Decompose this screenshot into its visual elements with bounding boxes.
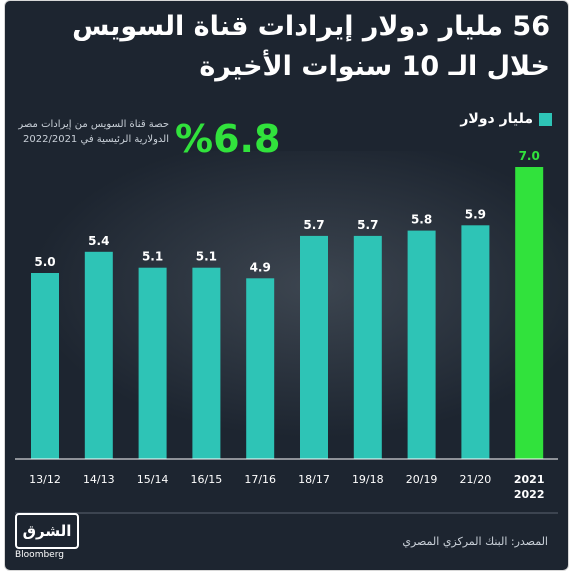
- value-label-0: 5.0: [34, 255, 55, 269]
- legend: مليار دولار: [460, 111, 552, 127]
- bar-4: [246, 278, 275, 459]
- x-tick-label-1: 14/13: [83, 473, 115, 486]
- bar-chart: 5.0 13/12 5.4 14/13 5.1 15/14 5.1 16/15 4.9 17/16…: [15, 149, 558, 514]
- x-tick-label-0: 13/12: [29, 473, 61, 486]
- value-label-1: 5.4: [88, 234, 109, 248]
- x-tick-label-5: 18/17: [298, 473, 330, 486]
- x-tick-label-9: 2022: [514, 488, 545, 501]
- x-tick-label-3: 16/15: [191, 473, 223, 486]
- bar-7: [407, 230, 436, 459]
- logo-subtext: Bloomberg: [15, 550, 64, 560]
- bar-6: [353, 235, 382, 459]
- x-tick-label-9: 2021: [514, 473, 545, 486]
- bar-8: [461, 225, 490, 459]
- value-label-2: 5.1: [142, 250, 163, 264]
- x-tick-label-6: 19/18: [352, 473, 384, 486]
- value-label-5: 5.7: [303, 218, 324, 232]
- x-tick-label-8: 21/20: [460, 473, 492, 486]
- bar-3: [192, 267, 221, 459]
- logo-mark: الشرق: [15, 513, 79, 549]
- chart-card: 56 مليار دولار إيرادات قناة السويس خلال …: [4, 0, 569, 571]
- share-note: حصة قناة السويس من إيرادات مصر الدولارية…: [18, 119, 169, 145]
- asharq-logo: الشرق Bloomberg: [15, 513, 101, 561]
- value-label-9: 7.0: [519, 149, 540, 163]
- bar-2: [138, 267, 167, 459]
- x-tick-label-4: 17/16: [244, 473, 276, 486]
- bar-1: [84, 251, 113, 459]
- bar-9: [515, 167, 544, 459]
- x-tick-label-2: 15/14: [137, 473, 169, 486]
- value-label-3: 5.1: [196, 250, 217, 264]
- value-label-4: 4.9: [250, 260, 271, 274]
- value-label-6: 5.7: [357, 218, 378, 232]
- bar-0: [31, 273, 59, 459]
- x-tick-label-7: 20/19: [406, 473, 438, 486]
- share-percentage: %6.8: [175, 117, 281, 161]
- source-note: المصدر: البنك المركزي المصري: [402, 535, 548, 548]
- value-label-8: 5.9: [465, 207, 486, 221]
- chart-title: 56 مليار دولار إيرادات قناة السويس خلال …: [72, 11, 550, 82]
- legend-swatch: [539, 112, 552, 126]
- legend-label: مليار دولار: [460, 111, 533, 127]
- bar-5: [300, 235, 328, 459]
- value-label-7: 5.8: [411, 213, 432, 227]
